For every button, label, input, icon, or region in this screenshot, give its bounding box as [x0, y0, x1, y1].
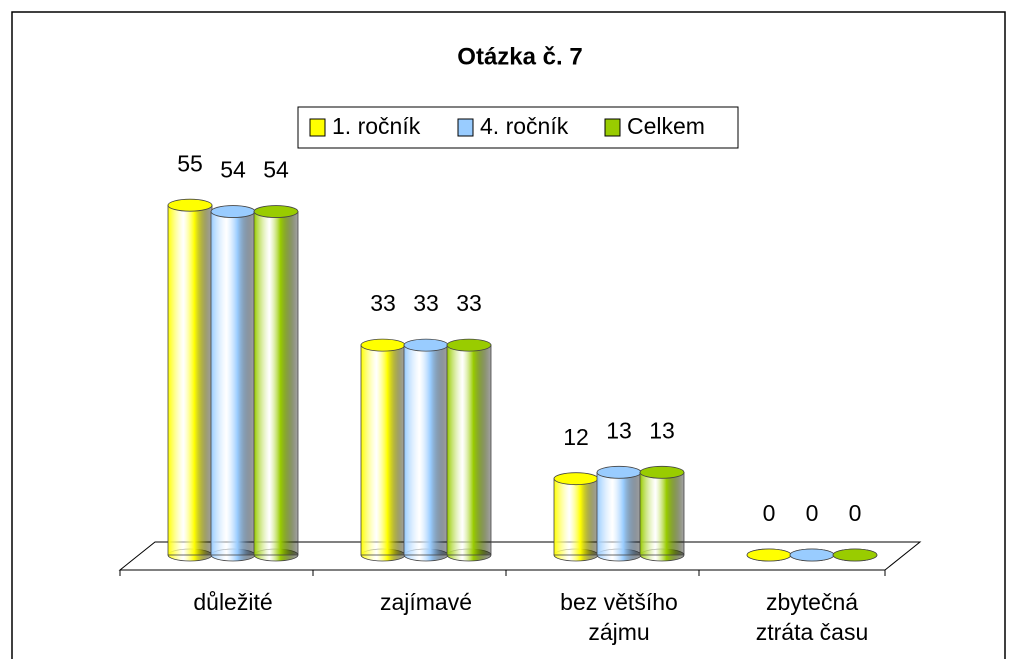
bar-top: [596, 465, 642, 479]
x-tick-label: zajímavé: [379, 589, 473, 615]
bar: [446, 344, 492, 556]
bar: [210, 211, 256, 556]
value-label: 0: [849, 500, 862, 526]
legend-swatch: [457, 118, 474, 137]
legend-label: 4. ročník: [480, 113, 569, 139]
axis-ticks: [119, 570, 886, 576]
value-label: 12: [563, 424, 589, 450]
bar: [596, 471, 642, 556]
bar-top: [639, 465, 685, 479]
bar-top: [746, 548, 792, 562]
x-tick-label: bez většího zájmu: [560, 589, 678, 645]
bar: [403, 344, 449, 556]
value-label: 33: [413, 290, 439, 316]
bar-top: [253, 205, 299, 218]
value-label: 13: [606, 417, 632, 443]
chart-title: Otázka č. 7: [457, 43, 582, 70]
legend-box: [297, 106, 739, 149]
bar-top: [403, 338, 449, 352]
bar: [253, 211, 299, 556]
value-label: 54: [220, 157, 246, 183]
value-label: 0: [763, 500, 776, 526]
value-label: 33: [456, 290, 482, 316]
x-tick-label: důležité: [193, 589, 273, 615]
value-label: 0: [806, 500, 819, 526]
bar-top: [553, 472, 599, 486]
bar-top: [789, 548, 835, 562]
bar-top: [167, 198, 213, 212]
x-tick-label: zbytečná ztráta času: [755, 589, 869, 645]
bar: [167, 204, 213, 556]
bar-top: [210, 205, 256, 218]
bar-top: [360, 338, 406, 352]
chart-border: [11, 11, 1006, 659]
bar: [360, 344, 406, 556]
value-label: 54: [263, 157, 289, 183]
value-label: 55: [177, 150, 203, 176]
floor: [118, 541, 922, 571]
bar: [639, 471, 685, 556]
bar: [553, 478, 599, 556]
legend-swatch: [604, 118, 621, 137]
legend-label: Celkem: [627, 113, 705, 139]
bar-top: [832, 548, 878, 562]
value-label: 33: [370, 290, 396, 316]
legend-label: 1. ročník: [332, 113, 421, 139]
legend-swatch: [309, 118, 326, 137]
bar-top: [446, 338, 492, 352]
value-label: 13: [649, 417, 675, 443]
